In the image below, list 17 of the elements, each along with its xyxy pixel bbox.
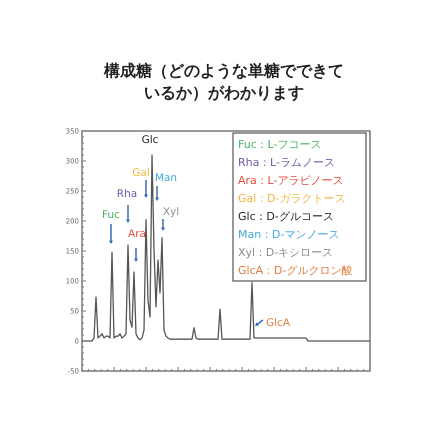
annotation: Man (154, 172, 178, 184)
annotation: GlcA (266, 317, 291, 329)
annotation: Man : D-マンノース (238, 228, 340, 241)
annotation: Fuc (102, 209, 120, 221)
annotation: GlcA : D-グルクロン酸 (238, 264, 352, 277)
annotation: Glc : D-グルコース (238, 210, 334, 223)
annotation: Xyl (162, 206, 180, 218)
chart-title: 構成糖（どのような単糖でできているか）がわかります (104, 60, 344, 104)
annotation: Gal : D-ガラクトース (238, 192, 346, 205)
annotation: Ara : L-アラビノース (238, 174, 344, 187)
annotation: Fuc : L-フコース (238, 138, 322, 151)
annotation: Rha : L-ラムノース (238, 156, 335, 169)
annotation: Glc (142, 134, 159, 146)
annotation: Rha (116, 188, 138, 200)
annotation: Ara (128, 228, 146, 240)
annotation: Gal (132, 167, 150, 179)
annotation: Xyl : D-キシロース (238, 246, 334, 259)
